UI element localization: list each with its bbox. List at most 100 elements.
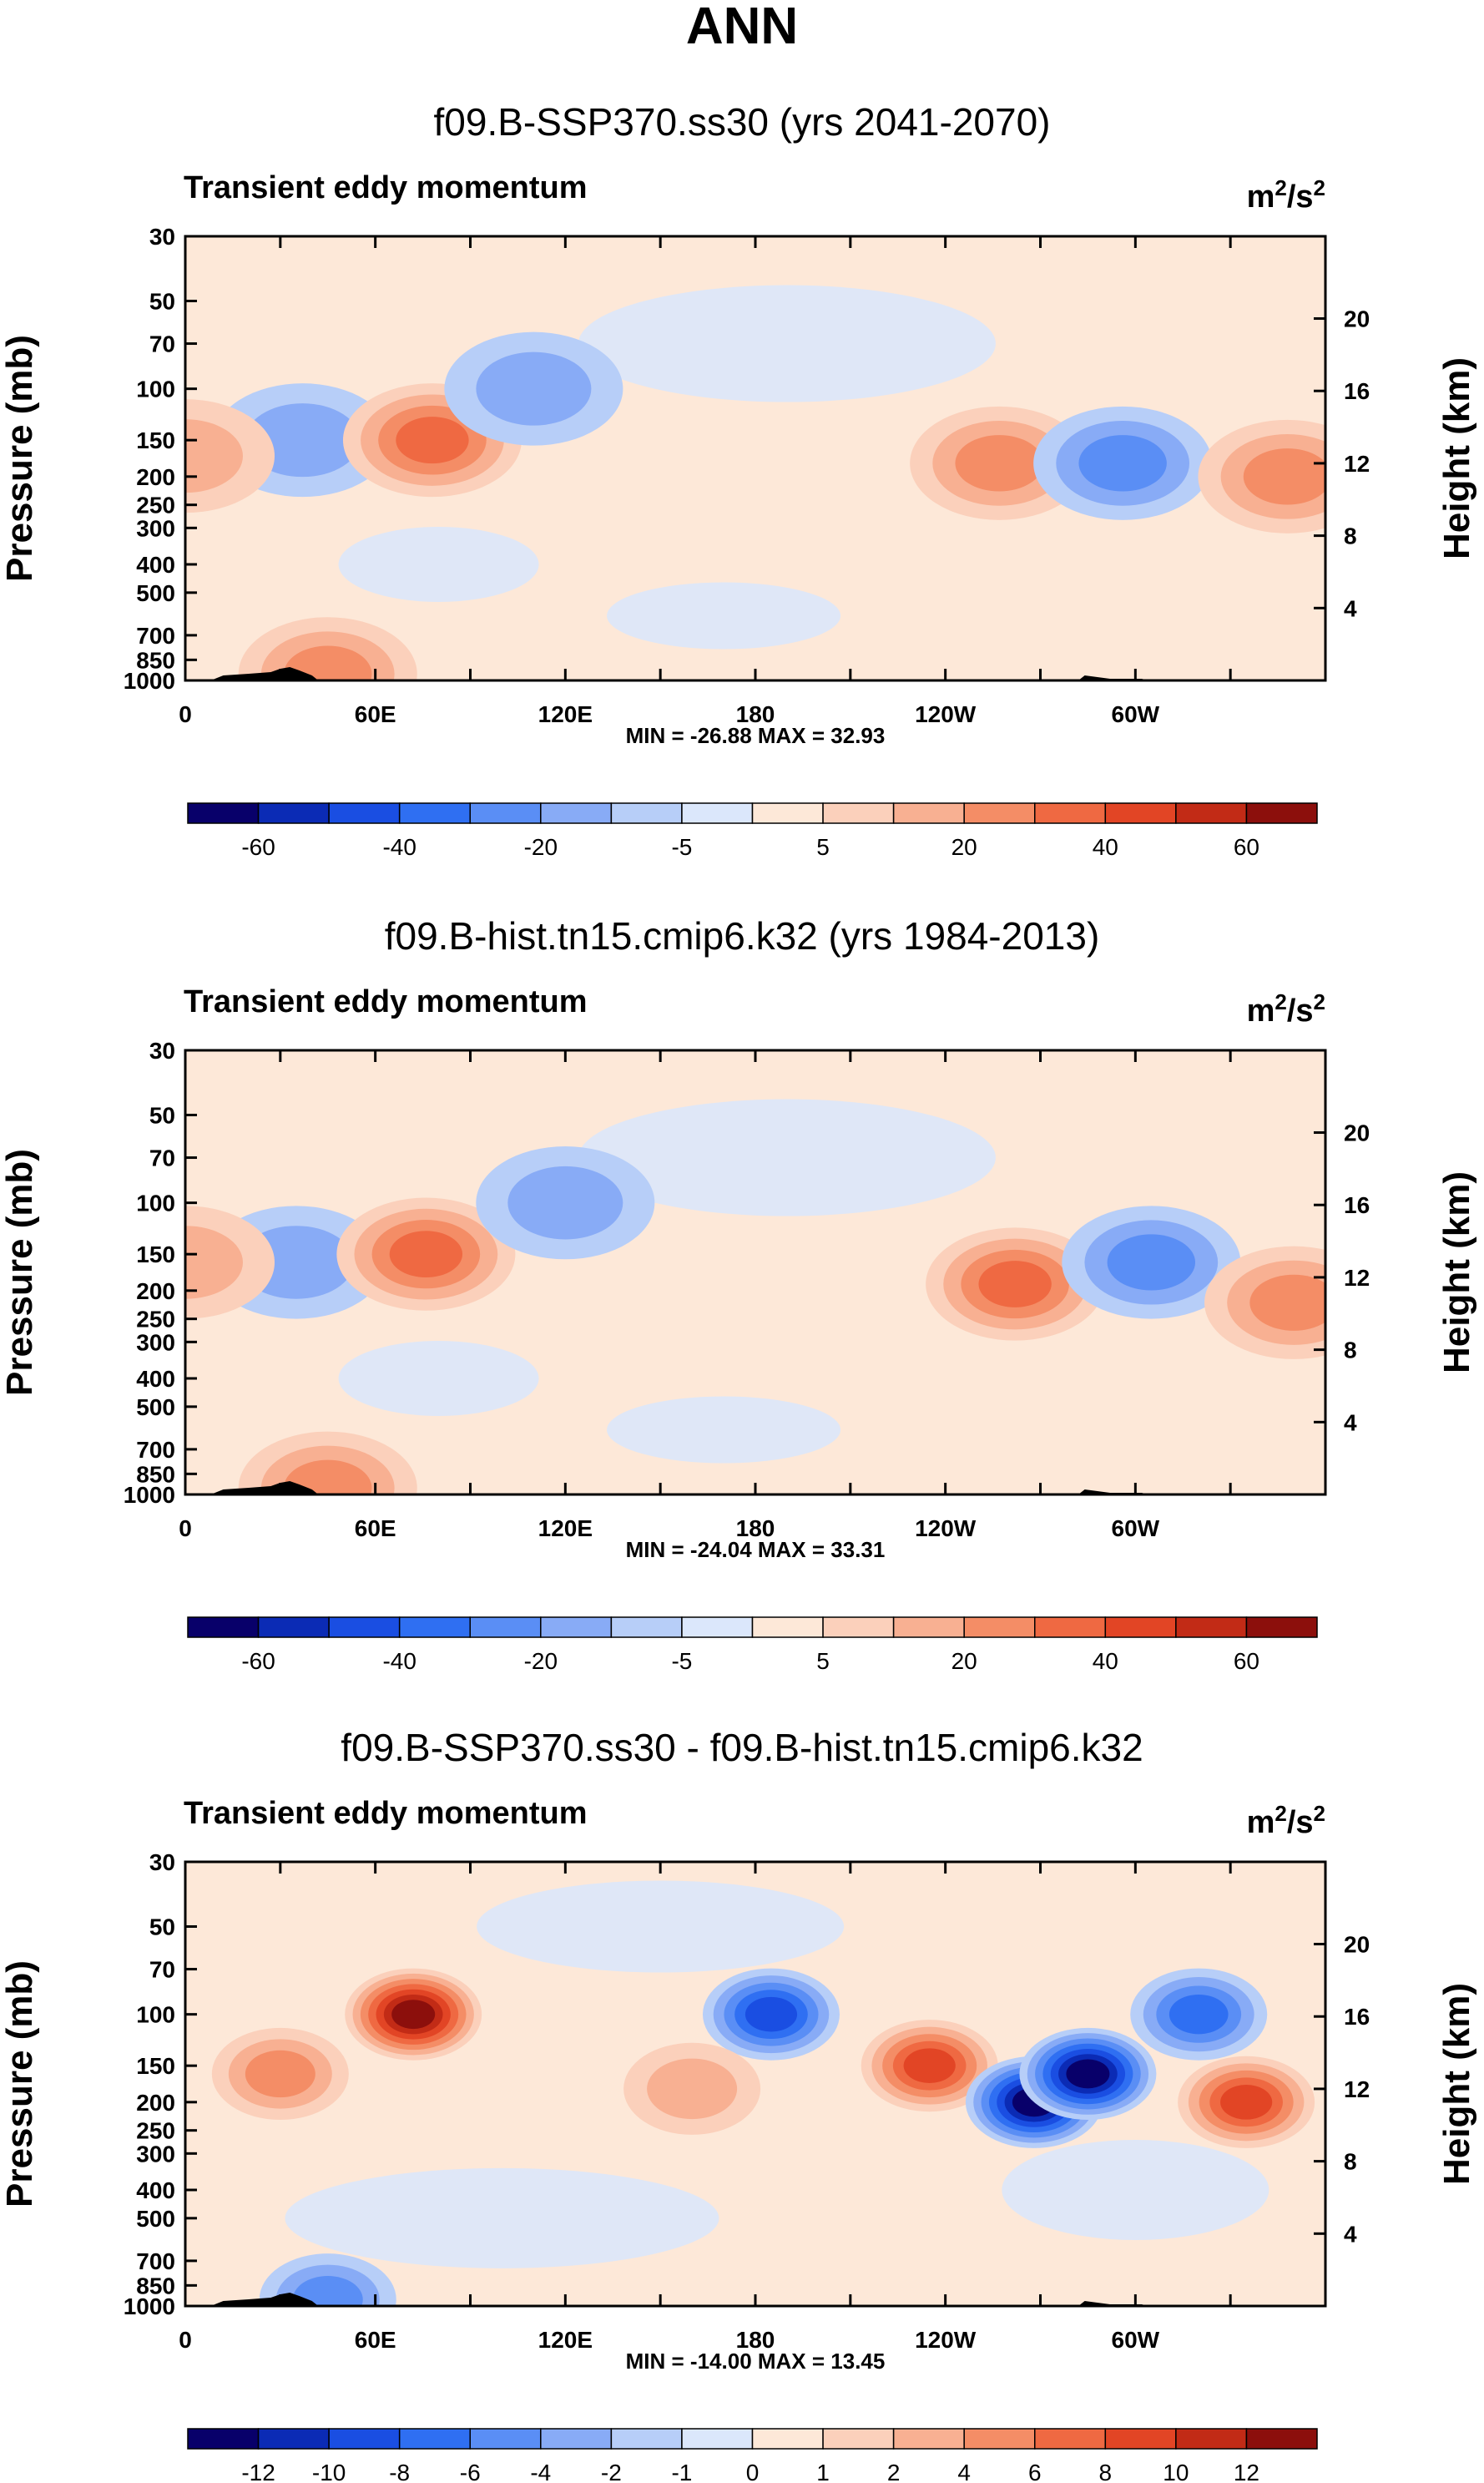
contour-level [245,2050,315,2098]
colorbar-label: -6 [460,2460,481,2483]
colorbar-swatch [822,1616,895,1638]
colorbar-swatch [822,2428,895,2450]
contour-level [745,1996,798,2032]
colorbar-swatch [540,2428,613,2450]
contour-feature [336,1197,516,1311]
topography [210,1481,1148,1494]
colorbar-swatch [328,2428,401,2450]
contour-feature [1033,406,1213,520]
height-tick-label: 8 [1344,523,1357,549]
colorbar-swatch [1175,2428,1248,2450]
colorbar-swatch [187,1616,260,1638]
pressure-tick-label: 30 [149,224,175,250]
colorbar-label: 6 [1028,2460,1042,2483]
colorbar-swatch [469,2428,542,2450]
contour-level [185,1226,243,1299]
background-band [338,1340,539,1416]
pressure-tick-label: 500 [136,1394,175,1420]
background-band [1002,2139,1269,2240]
colorbar: -60 -40 -20 -5 5 20 40 60 [187,802,1318,860]
colorbar-label: 10 [1163,2460,1189,2483]
colorbar-swatch [1104,802,1177,824]
pressure-tick-label: 70 [149,1957,175,1983]
colorbar-label: -1 [671,2460,692,2483]
contour-feature [1204,1246,1325,1359]
left-axis-label: Pressure (mb) [0,1960,40,2207]
panel-title: f09.B-hist.tn15.cmip6.k32 (yrs 1984-2013… [385,914,1100,958]
contour-feature [185,399,275,513]
panel-1: f09.B-SSP370.ss30 (yrs 2041-2070) Transie… [0,100,1477,860]
contour-feature [259,2253,396,2306]
lon-tick-label: 120E [538,701,593,727]
stats-label: MIN = -14.00 MAX = 13.45 [626,2349,886,2374]
pressure-tick-label: 150 [136,427,175,453]
lon-tick-label: 120W [915,701,977,727]
colorbar-label: -60 [241,834,275,860]
pressure-tick-label: 50 [149,289,175,315]
pressure-tick-label: 100 [136,2002,175,2028]
colorbar-label: 12 [1234,2460,1259,2483]
contour-level [185,419,243,493]
pressure-tick-label: 100 [136,1191,175,1216]
pressure-tick-label: 300 [136,1329,175,1355]
colorbar-label: 8 [1099,2460,1113,2483]
contour-level [389,1231,463,1278]
colorbar-swatch [892,1616,965,1638]
pressure-tick-label: 850 [136,2273,175,2298]
colorbar-swatch [610,802,683,824]
contour-feature [1178,2056,1315,2148]
right-axis-label: Height (km) [1436,1171,1477,1373]
height-tick-label: 4 [1344,595,1357,621]
colorbar-label: 4 [957,2460,971,2483]
variable-label: Transient eddy momentum [184,984,588,1019]
units-label: m2/s2 [1247,989,1325,1029]
colorbar-swatch [610,1616,683,1638]
pressure-tick-label: 700 [136,2248,175,2274]
contour-level [391,2000,436,2030]
lon-tick-label: 60W [1112,2327,1160,2353]
colorbar-swatch [681,2428,754,2450]
colorbar-swatch [398,2428,471,2450]
lon-tick-label: 60E [355,2327,396,2353]
pressure-tick-label: 300 [136,515,175,541]
variable-label: Transient eddy momentum [184,1796,588,1831]
height-tick-label: 20 [1344,306,1370,332]
contour-level [1078,435,1167,492]
pressure-tick-label: 500 [136,2206,175,2232]
contour-level [1243,448,1325,505]
colorbar-swatch [1175,802,1248,824]
colorbar-swatch [1175,1616,1248,1638]
contour-feature [185,1206,275,1319]
variable-label: Transient eddy momentum [184,170,588,205]
colorbar-swatch [540,802,613,824]
height-tick-label: 20 [1344,1932,1370,1958]
lon-tick-label: 60W [1112,701,1160,727]
contour-feature [444,331,623,446]
colorbar-swatch [751,802,824,824]
lon-tick-label: 60W [1112,1515,1160,1541]
colorbar-swatch [1104,1616,1177,1638]
colorbar-label: 40 [1093,1648,1118,1674]
colorbar-swatch [328,1616,401,1638]
panel-3: f09.B-SSP370.ss30 - f09.B-hist.tn15.cmip… [0,1726,1477,2483]
colorbar-label: -40 [382,834,416,860]
colorbar-swatch [963,2428,1036,2450]
pressure-tick-label: 50 [149,1103,175,1129]
contour-level [292,2276,363,2306]
background-band [338,526,539,602]
background-band [607,1396,841,1464]
contour-feature [238,617,417,680]
pressure-tick-label: 30 [149,1849,175,1875]
background-band [477,1880,845,1973]
contour-feature [1198,419,1325,534]
colorbar-label: -5 [671,834,692,860]
height-tick-label: 12 [1344,451,1370,477]
contour-feature [623,2042,761,2135]
colorbar-label: 60 [1234,834,1259,860]
colorbar-swatch [257,802,330,824]
contour-level [284,645,372,680]
height-tick-label: 16 [1344,1192,1370,1218]
contour-feature [861,2020,998,2112]
colorbar: -12 -10 -8 -6 -4 -2 -1 0 1 2 4 6 8 10 12 [187,2428,1318,2483]
stats-label: MIN = -26.88 MAX = 32.93 [626,723,886,748]
